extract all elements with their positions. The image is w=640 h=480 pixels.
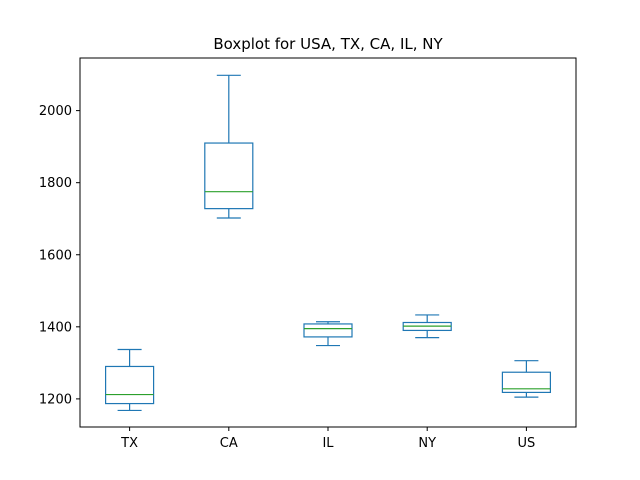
y-tick-label: 1200 [39,392,72,407]
box-TX [104,348,155,412]
iqr-box [303,323,353,338]
y-tick-label: 1600 [39,248,72,263]
iqr-box [104,365,155,405]
iqr-box [204,142,254,210]
x-tick-label: TX [120,436,138,451]
x-tick-label: IL [322,436,334,451]
x-axis: TX CA IL NY US [120,427,535,451]
box-NY [402,314,452,339]
chart-title: Boxplot for USA, TX, CA, IL, NY [213,35,443,53]
x-tick-label: NY [418,436,436,451]
y-axis: 1200 1400 1600 1800 2000 [39,104,80,407]
plot-area [104,74,551,412]
box-US [501,360,551,398]
box-IL [303,321,353,347]
y-tick-label: 1800 [39,176,72,191]
box-CA [204,74,254,219]
y-tick-label: 2000 [39,104,72,119]
iqr-box [501,371,551,394]
x-tick-label: CA [220,436,238,451]
y-tick-label: 1400 [39,320,72,335]
x-tick-label: US [518,436,536,451]
